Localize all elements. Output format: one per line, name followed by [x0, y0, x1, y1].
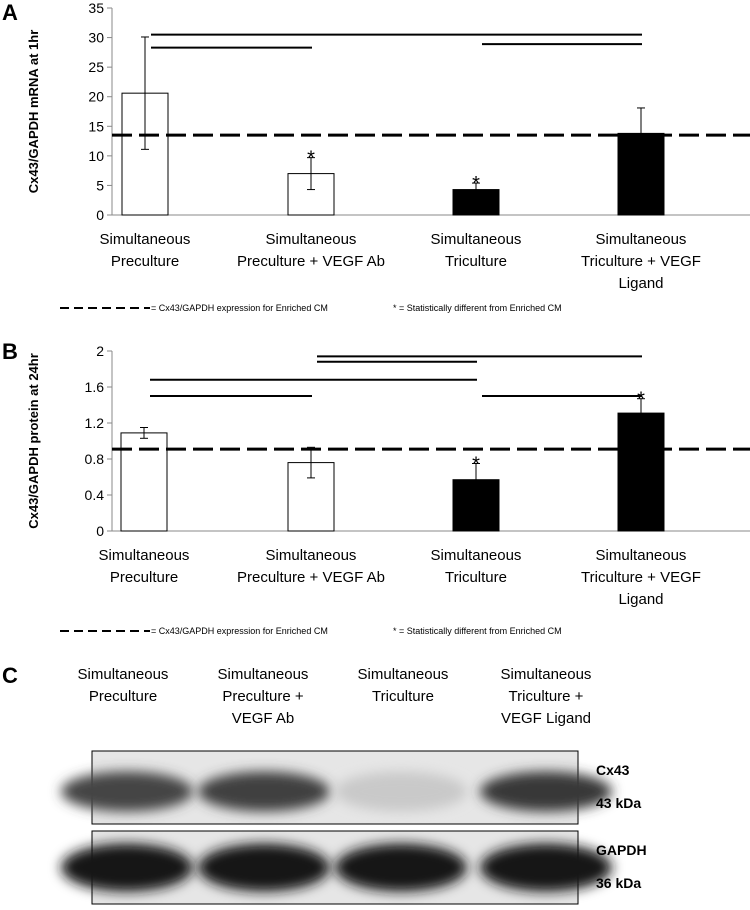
category-label: Triculture + VEGF — [581, 253, 701, 270]
blot-band-cx43-2 — [198, 771, 330, 812]
category-label: Ligand — [618, 275, 663, 292]
panel-letter-b: B — [2, 339, 18, 364]
blot-lane-label: Triculture + — [509, 688, 584, 705]
category-label: Simultaneous — [99, 547, 190, 564]
significance-star-4: * — [637, 389, 645, 411]
blot-lane-label: Simultaneous — [501, 666, 592, 683]
legend-dashed-text: = Cx43/GAPDH expression for Enriched CM — [151, 303, 328, 313]
blot-band-cx43-1 — [61, 771, 193, 812]
category-label: Simultaneous — [431, 231, 522, 248]
y-tick-label: 0.4 — [85, 487, 105, 503]
blot-lane-label: Preculture + — [222, 688, 304, 705]
blot-size-label: 36 kDa — [596, 875, 641, 891]
category-label: Simultaneous — [596, 231, 687, 248]
category-label: Ligand — [618, 591, 663, 608]
legend-star-text: * = Statistically different from Enriche… — [393, 626, 562, 636]
category-label: Simultaneous — [431, 547, 522, 564]
blot-lane-label: Simultaneous — [218, 666, 309, 683]
blot-band-gapdh-4 — [480, 843, 612, 892]
y-tick-label: 0 — [96, 523, 104, 539]
y-tick-label: 15 — [88, 118, 104, 134]
y-tick-label: 2 — [96, 343, 104, 359]
blot-band-gapdh-2 — [198, 843, 330, 892]
blot-lane-label: Simultaneous — [78, 666, 169, 683]
category-label: Preculture — [110, 569, 178, 586]
y-tick-label: 1.6 — [85, 379, 105, 395]
blot-lane-label: Simultaneous — [358, 666, 449, 683]
blot-band-cx43-4 — [480, 771, 612, 812]
panel-letter-a: A — [2, 0, 18, 25]
y-tick-label: 35 — [88, 0, 104, 16]
blot-lane-label: Triculture — [372, 688, 434, 705]
legend-dashed-text: = Cx43/GAPDH expression for Enriched CM — [151, 626, 328, 636]
category-label: Simultaneous — [266, 231, 357, 248]
category-label: Triculture + VEGF — [581, 569, 701, 586]
blot-band-gapdh-1 — [61, 843, 193, 892]
category-label: Simultaneous — [596, 547, 687, 564]
panel-letter-c: C — [2, 663, 18, 688]
blot-lane-label: VEGF Ab — [232, 710, 295, 727]
y-tick-label: 20 — [88, 89, 104, 105]
category-label: Preculture — [111, 253, 179, 270]
category-label: Preculture + VEGF Ab — [237, 253, 385, 270]
y-tick-label: 1.2 — [85, 415, 105, 431]
significance-star-3: * — [472, 173, 480, 195]
blot-band-gapdh-3 — [335, 843, 467, 892]
significance-star-3: * — [472, 454, 480, 476]
bar-3 — [452, 189, 500, 216]
blot-protein-label: Cx43 — [596, 762, 630, 778]
y-tick-label: 5 — [96, 177, 104, 193]
y-tick-label: 10 — [88, 148, 104, 164]
blot-lane-label: Preculture — [89, 688, 157, 705]
category-label: Preculture + VEGF Ab — [237, 569, 385, 586]
legend-star-text: * = Statistically different from Enriche… — [393, 303, 562, 313]
y-axis-label: Cx43/GAPDH protein at 24hr — [26, 353, 41, 529]
blot-size-label: 43 kDa — [596, 795, 641, 811]
blot-panel: C Simultaneous Preculture Simultaneous Precu… — [2, 663, 647, 905]
chart-panel-a: A 0 5 10 15 20 25 30 35 Cx43/GAPDH mRNA at 1hr * * S… — [2, 0, 750, 313]
blot-lane-label: VEGF Ligand — [501, 710, 591, 727]
y-tick-label: 0 — [96, 207, 104, 223]
blot-band-cx43-3 — [335, 771, 467, 812]
significance-star-2: * — [307, 148, 315, 170]
bar-4 — [617, 412, 665, 532]
y-tick-label: 0.8 — [85, 451, 105, 467]
y-tick-label: 30 — [88, 30, 104, 46]
blot-protein-label: GAPDH — [596, 842, 647, 858]
bar-2 — [287, 173, 335, 216]
category-label: Triculture — [445, 253, 507, 270]
category-label: Simultaneous — [100, 231, 191, 248]
y-axis-label: Cx43/GAPDH mRNA at 1hr — [26, 30, 41, 194]
category-label: Simultaneous — [266, 547, 357, 564]
y-tick-label: 25 — [88, 59, 104, 75]
chart-panel-b: B 0 0.4 0.8 1.2 1.6 2 Cx43/GAPDH protein at 24h… — [2, 339, 750, 636]
category-label: Triculture — [445, 569, 507, 586]
